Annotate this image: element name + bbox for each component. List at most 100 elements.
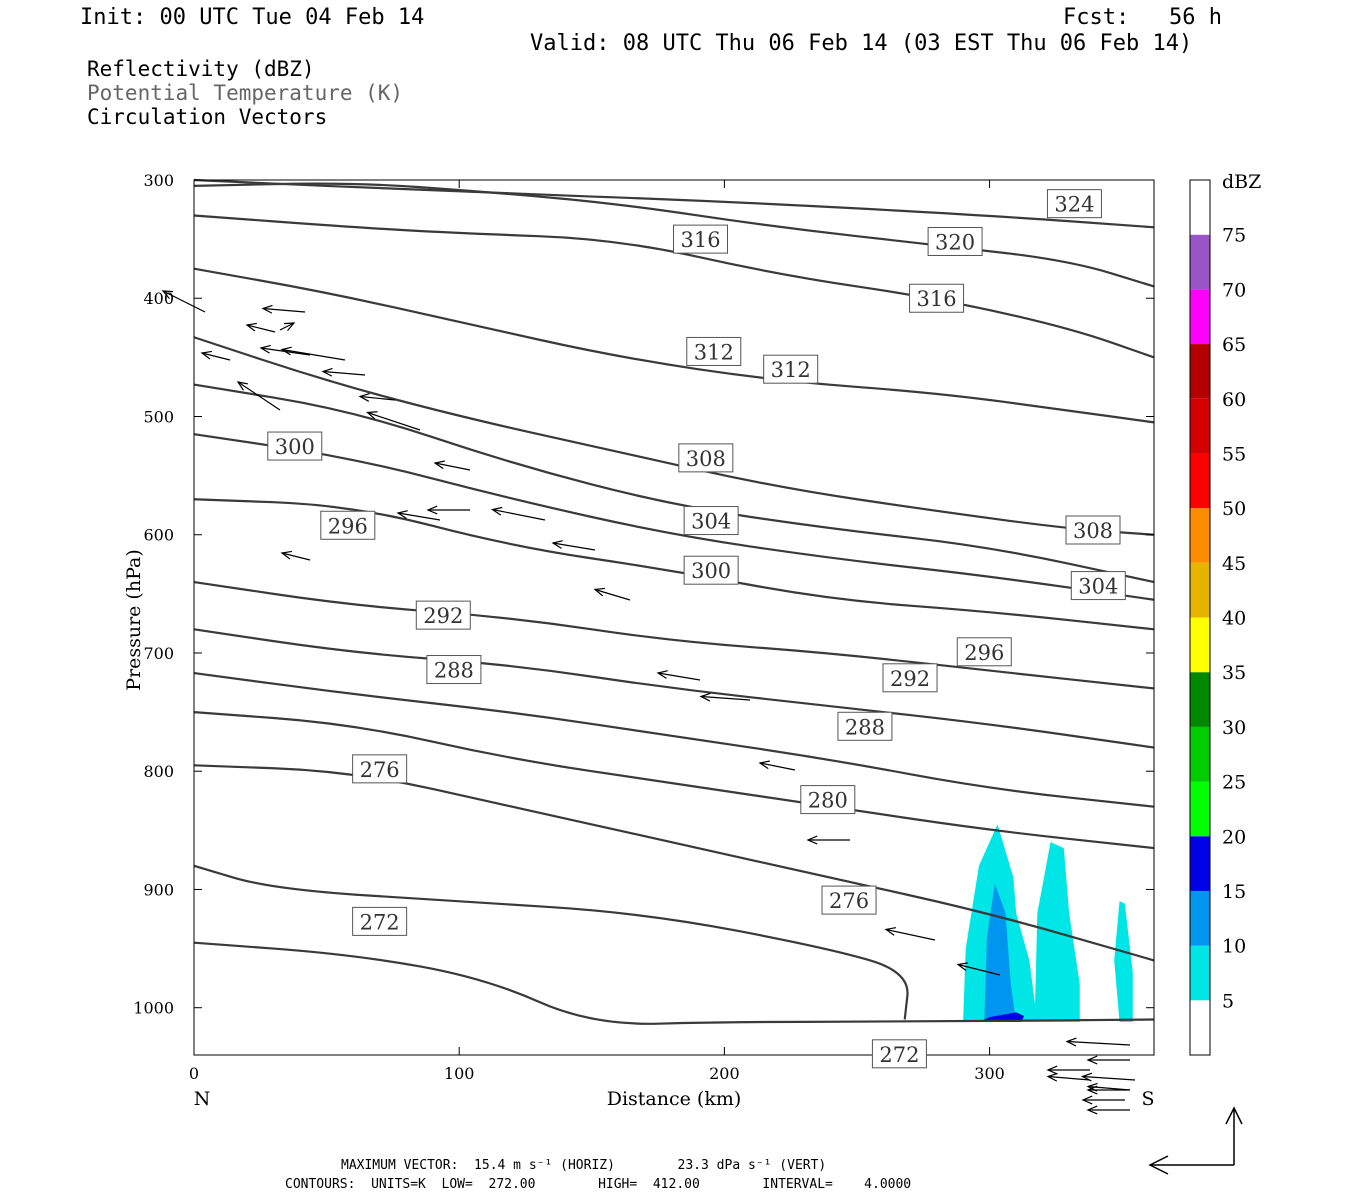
theta-label: 304 (683, 506, 739, 536)
theta-label: 312 (763, 354, 819, 384)
svg-text:276: 276 (829, 889, 869, 913)
colorbar-tick-label: 5 (1222, 990, 1234, 1012)
theta-contour-288 (193, 628, 1155, 749)
colorbar-segment (1190, 508, 1210, 563)
circulation-vector (1081, 1095, 1125, 1105)
y-tick-label: 1000 (133, 999, 174, 1018)
x-tick-label: 0 (189, 1064, 199, 1083)
theta-label: 280 (800, 785, 856, 815)
colorbar-frame (1189, 179, 1211, 1056)
circulation-vector (321, 367, 366, 377)
svg-text:288: 288 (434, 659, 474, 683)
colorbar-segment (1190, 781, 1210, 837)
theta-label: 304 (1070, 571, 1126, 601)
circulation-vector (1046, 1065, 1090, 1075)
svg-text:292: 292 (890, 667, 930, 691)
theta-label: 292 (415, 600, 471, 630)
reflectivity-area-4 (978, 1012, 1025, 1022)
circulation-vector (490, 506, 546, 521)
theta-label: 272 (871, 1039, 927, 1069)
circulation-vectors (161, 290, 1136, 1115)
init-time: Init: 00 UTC Tue 04 Feb 14 (80, 5, 425, 30)
colorbar-segment (1190, 398, 1210, 454)
theta-label: 288 (426, 655, 482, 685)
circulation-vector (245, 322, 276, 333)
y-tick-label: 600 (143, 526, 174, 545)
theta-label: 296 (320, 510, 376, 540)
circulation-vector (1086, 1085, 1130, 1095)
colorbar-title: dBZ (1222, 171, 1261, 193)
svg-text:308: 308 (1073, 519, 1113, 543)
theta-contour-272 (193, 864, 909, 1020)
y-tick-label: 800 (143, 762, 174, 781)
svg-text:312: 312 (694, 340, 734, 364)
colorbar-tick-label: 50 (1222, 498, 1246, 520)
y-tick-label: 500 (143, 407, 174, 426)
theta-contour-324 (193, 178, 1155, 229)
circulation-vector (161, 290, 206, 313)
colorbar-segment (1190, 344, 1210, 399)
theta-contour-304 (193, 383, 1155, 584)
y-tick-label: 400 (143, 289, 174, 308)
colorbar-tick-label: 10 (1222, 936, 1246, 958)
colorbar-segment (1190, 1000, 1210, 1055)
circulation-vector (1086, 1105, 1130, 1115)
theta-contour-276 (193, 764, 1155, 962)
theta-label: 308 (1065, 515, 1121, 545)
theta-label: 316 (673, 224, 729, 254)
south-label: S (1141, 1088, 1154, 1110)
circulation-vector (758, 760, 796, 771)
theta-label: 312 (686, 336, 742, 366)
svg-text:296: 296 (328, 514, 368, 538)
y-tick-label: 700 (143, 644, 174, 663)
svg-text:272: 272 (879, 1043, 919, 1067)
axis-ticks: 300 400 500 600 700 800 900 1000 0 100 200 300 (133, 171, 1154, 1083)
colorbar: 5 10 15 20 25 30 35 40 45 50 55 60 65 70 75 (1189, 179, 1246, 1056)
theta-label: 276 (821, 885, 877, 915)
circulation-vector (593, 587, 631, 601)
x-tick-label: 200 (709, 1064, 740, 1083)
colorbar-tick-label: 60 (1222, 389, 1246, 411)
theta-contour-284 (193, 671, 1155, 808)
theta-label: 300 (267, 431, 323, 461)
svg-text:304: 304 (1078, 575, 1118, 599)
theta-label: 316 (909, 283, 965, 313)
circulation-vector (699, 692, 751, 702)
svg-text:312: 312 (771, 358, 811, 382)
theta-contour-320 (193, 182, 1155, 288)
theta-label: 324 (1046, 189, 1102, 219)
colorbar-tick-label: 25 (1222, 772, 1246, 794)
theta-label: 288 (837, 711, 893, 741)
legend-vectors: Circulation Vectors (87, 105, 328, 129)
colorbar-segment (1190, 672, 1210, 727)
theta-label: 292 (882, 663, 938, 693)
colorbar-tick-label: 40 (1222, 608, 1246, 630)
svg-text:272: 272 (360, 910, 400, 934)
colorbar-segment (1190, 234, 1210, 290)
theta-contour-316 (193, 214, 1155, 359)
colorbar-segment (1190, 945, 1210, 1001)
legend-theta: Potential Temperature (K) (87, 81, 404, 105)
colorbar-tick-label: 55 (1222, 443, 1246, 465)
reflectivity-area-3 (984, 883, 1017, 1022)
x-tick-label: 300 (974, 1064, 1005, 1083)
circulation-vector (884, 927, 936, 941)
valid-time: Valid: 08 UTC Thu 06 Feb 14 (03 EST Thu … (530, 31, 1193, 56)
colorbar-segment (1190, 890, 1210, 946)
svg-text:308: 308 (686, 447, 726, 471)
theta-contour-308 (193, 336, 1155, 536)
reference-vector-icon (1148, 1106, 1243, 1175)
svg-text:300: 300 (275, 435, 315, 459)
colorbar-tick-label: 30 (1222, 717, 1246, 739)
circulation-vector (433, 460, 471, 471)
circulation-vector (1046, 1072, 1091, 1082)
circulation-vector (1065, 1037, 1131, 1047)
circulation-vector (200, 350, 231, 361)
circulation-vector (396, 510, 441, 521)
svg-text:292: 292 (423, 604, 463, 628)
colorbar-segment (1190, 289, 1210, 345)
forecast-hour: Fcst: 56 h (1063, 5, 1222, 30)
theta-contour-280 (193, 710, 1155, 850)
svg-text:300: 300 (691, 559, 731, 583)
